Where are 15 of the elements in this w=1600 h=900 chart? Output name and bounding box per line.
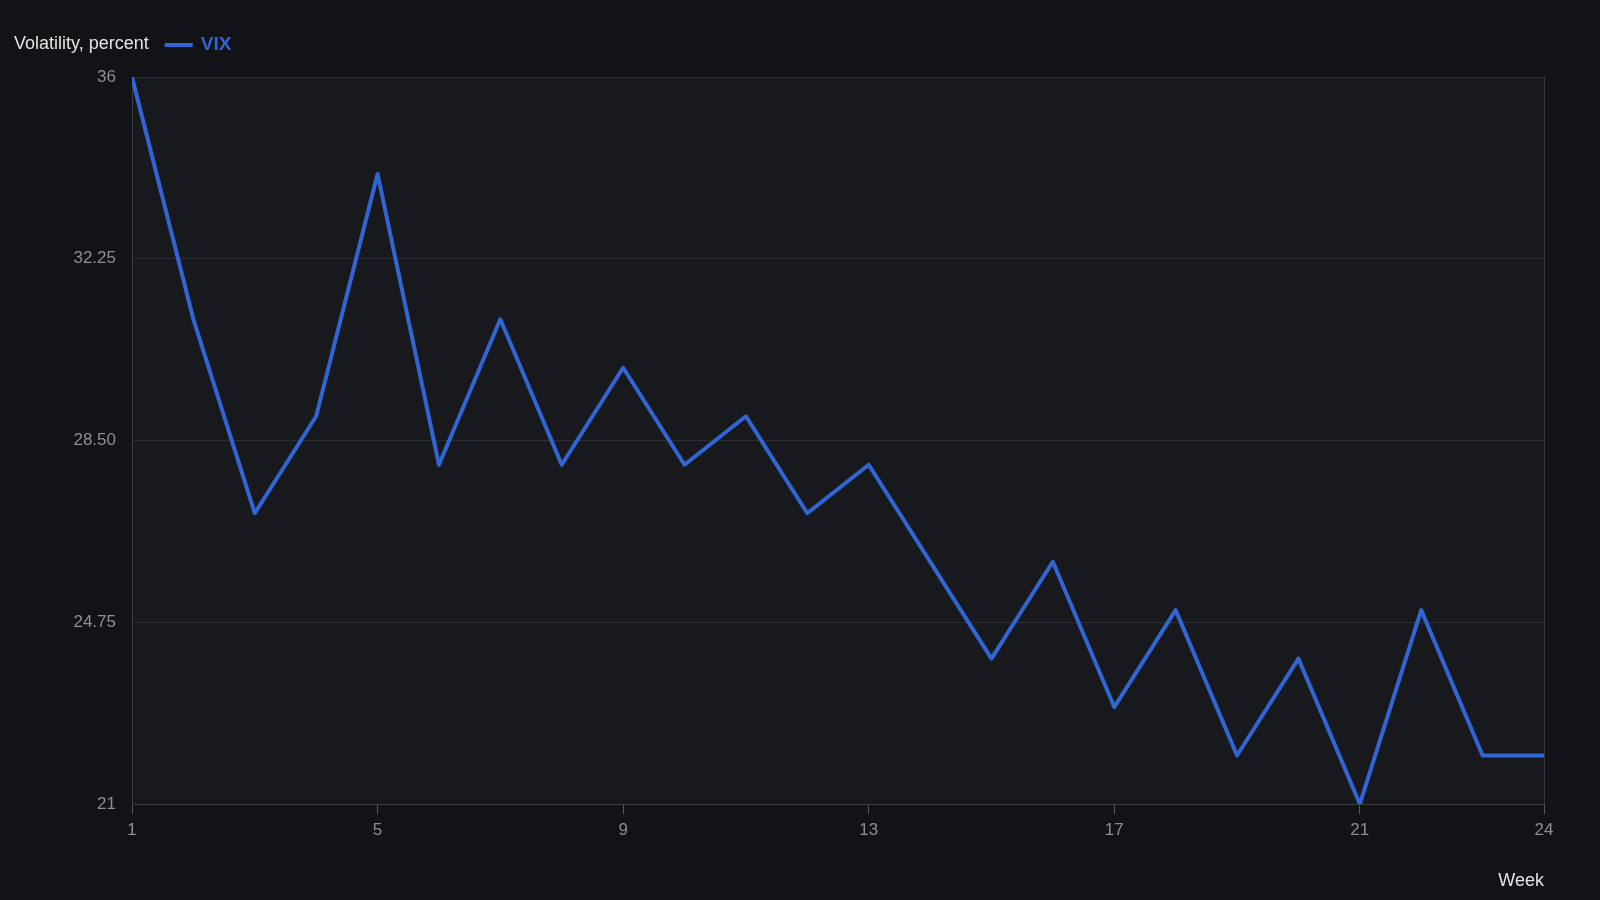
y-tick-label: 28.50 <box>73 430 116 450</box>
x-tick-label: 21 <box>1350 819 1370 839</box>
x-tick-label: 13 <box>859 819 879 839</box>
x-tick-label: 17 <box>1104 819 1124 839</box>
y-tick-label: 32.25 <box>73 248 116 268</box>
x-tick-label: 1 <box>127 819 137 839</box>
y-tick-label: 21 <box>97 793 116 813</box>
y-tick-label: 24.75 <box>73 611 116 631</box>
x-axis-title: Week <box>1498 870 1545 891</box>
x-tick-label: 9 <box>618 819 628 839</box>
x-tick-label: 24 <box>1534 819 1554 839</box>
y-tick-label: 36 <box>97 66 116 86</box>
y-axis-title: Volatility, percent <box>14 32 149 53</box>
legend-label: VIX <box>200 33 232 55</box>
x-tick-label: 5 <box>372 819 383 839</box>
